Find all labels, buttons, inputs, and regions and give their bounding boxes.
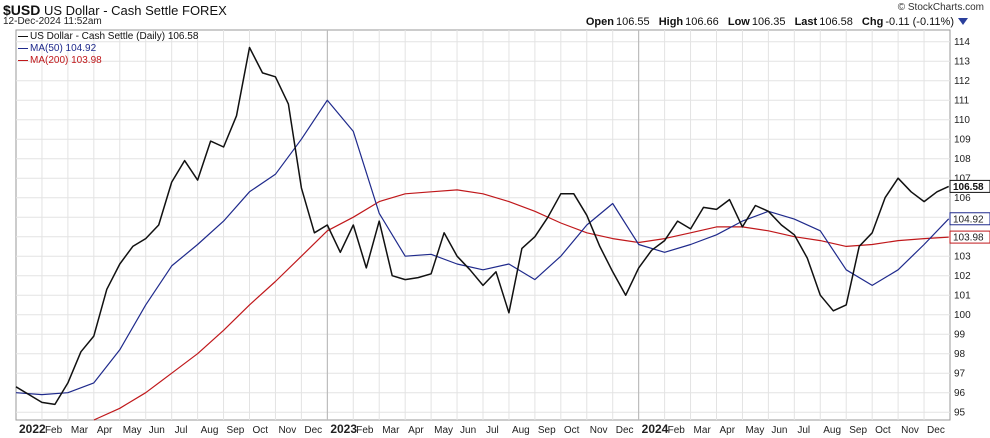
y-tick-label: 102 xyxy=(954,271,971,282)
x-tick-label: Apr xyxy=(97,425,113,436)
ma50-line xyxy=(15,99,950,396)
last-value: 106.58 xyxy=(819,16,853,28)
x-tick-label: Jul xyxy=(175,425,188,436)
x-tick-label: Mar xyxy=(71,425,89,436)
value-label: 106.58 xyxy=(949,179,990,193)
timestamp: 12-Dec-2024 11:52am xyxy=(3,16,102,27)
legend-label-price: US Dollar - Cash Settle (Daily) 106.58 xyxy=(30,31,199,42)
chart-header: $USD US Dollar - Cash Settle FOREX 12-De… xyxy=(0,0,990,30)
x-tick-label: Jul xyxy=(797,425,810,436)
y-tick-label: 101 xyxy=(954,291,971,302)
x-tick-label: Oct xyxy=(253,425,269,436)
value-label-box xyxy=(949,212,990,226)
y-tick-label: 96 xyxy=(954,388,966,399)
chg-label: Chg xyxy=(861,16,884,28)
chart-menu-icon[interactable] xyxy=(958,18,968,25)
x-tick-label: Nov xyxy=(901,425,919,436)
y-tick-label: 97 xyxy=(954,369,966,380)
open-value: 106.55 xyxy=(615,16,650,28)
value-label: 104.92 xyxy=(949,212,990,226)
x-tick-label: Sep xyxy=(227,425,245,436)
x-tick-label: Dec xyxy=(927,425,945,436)
copyright: © StockCharts.com xyxy=(897,2,984,13)
x-tick-label: Jun xyxy=(460,425,476,436)
high-value: 106.66 xyxy=(685,16,719,28)
legend-item-ma200: MA(200) 103.98 xyxy=(18,55,198,67)
y-tick-label: 109 xyxy=(954,135,971,146)
x-tick-label: Dec xyxy=(616,425,634,436)
x-tick-label: Oct xyxy=(875,425,891,436)
value-label-text: 106.58 xyxy=(953,182,984,193)
x-tick-label: Aug xyxy=(823,425,841,436)
x-tick-label: Mar xyxy=(694,425,712,436)
x-tick-label: Feb xyxy=(45,425,63,436)
quote-bar: Open 106.55 High 106.66 Low 106.35 Last 106.… xyxy=(580,16,954,28)
x-tick-label: Apr xyxy=(408,425,424,436)
x-tick-label: May xyxy=(745,425,764,436)
y-tick-label: 114 xyxy=(954,37,970,48)
x-tick-label: 2022 xyxy=(19,422,46,436)
x-tick-label: Aug xyxy=(201,425,219,436)
last-label: Last xyxy=(794,16,818,28)
ma200-line xyxy=(93,189,949,421)
x-tick-label: Feb xyxy=(356,425,374,436)
legend-swatch-ma50 xyxy=(18,47,28,49)
y-tick-label: 112 xyxy=(954,76,970,87)
x-tick-label: Nov xyxy=(278,425,296,436)
low-value: 106.35 xyxy=(751,16,786,28)
low-label: Low xyxy=(727,16,750,28)
x-tick-label: 2023 xyxy=(330,422,357,436)
y-tick-label: 103 xyxy=(954,252,971,263)
y-tick-label: 98 xyxy=(954,349,966,360)
value-label-box xyxy=(949,179,990,193)
legend-label-ma200: MA(200) 103.98 xyxy=(30,55,102,66)
value-label-text: 103.98 xyxy=(953,233,984,244)
x-tick-label: Aug xyxy=(512,425,530,436)
y-tick-label: 106 xyxy=(954,193,971,204)
value-label-box xyxy=(949,230,990,244)
legend-swatch-price xyxy=(18,35,28,37)
x-tick-label: Sep xyxy=(849,425,867,436)
chg-value: -0.11 (-0.11%) xyxy=(885,16,954,28)
y-tick-label: 113 xyxy=(954,57,970,68)
x-tick-label: Mar xyxy=(382,425,400,436)
x-tick-label: Oct xyxy=(564,425,580,436)
x-tick-label: Jun xyxy=(771,425,787,436)
x-tick-label: Jun xyxy=(149,425,165,436)
legend-item-ma50: MA(50) 104.92 xyxy=(18,43,198,55)
legend-swatch-ma200 xyxy=(18,59,28,61)
y-tick-label: 99 xyxy=(954,330,966,341)
legend: US Dollar - Cash Settle (Daily) 106.58 M… xyxy=(18,31,198,67)
y-tick-label: 111 xyxy=(954,96,970,107)
x-tick-label: May xyxy=(123,425,142,436)
x-tick-label: Dec xyxy=(304,425,322,436)
y-tick-label: 108 xyxy=(954,154,971,165)
y-tick-label: 95 xyxy=(954,408,966,419)
y-tick-label: 110 xyxy=(954,115,970,126)
instrument-name: US Dollar - Cash Settle xyxy=(43,3,179,18)
legend-label-ma50: MA(50) 104.92 xyxy=(30,43,97,54)
price-line xyxy=(15,46,950,406)
symbol-line: $USD US Dollar - Cash Settle FOREX xyxy=(3,2,227,18)
value-label-text: 104.92 xyxy=(953,214,984,225)
x-tick-label: May xyxy=(434,425,453,436)
open-label: Open xyxy=(585,16,614,28)
x-tick-label: Feb xyxy=(668,425,686,436)
x-tick-label: 2024 xyxy=(642,422,669,436)
x-tick-label: Apr xyxy=(720,425,736,436)
legend-item-price: US Dollar - Cash Settle (Daily) 106.58 xyxy=(18,31,198,43)
symbol[interactable]: $USD xyxy=(3,2,41,18)
x-tick-label: Sep xyxy=(538,425,556,436)
y-tick-label: 100 xyxy=(954,310,971,321)
exchange: FOREX xyxy=(182,3,227,18)
value-label: 103.98 xyxy=(949,230,990,244)
high-label: High xyxy=(658,16,684,28)
y-tick-label: 107 xyxy=(954,174,971,185)
x-tick-label: Jul xyxy=(486,425,499,436)
x-tick-label: Nov xyxy=(590,425,608,436)
